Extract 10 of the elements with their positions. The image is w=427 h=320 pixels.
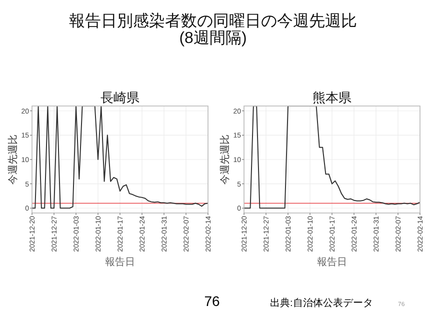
x-axis-title: 報告日 xyxy=(317,256,347,268)
text: 報告日別感染者数の同曜日の今週先週比 xyxy=(69,12,357,30)
source-note: 出典:自治体公表データ xyxy=(270,297,373,309)
text: (8週間隔) xyxy=(179,30,247,47)
y-axis-title: 今週先週比 xyxy=(219,134,231,184)
text: 76 xyxy=(204,293,220,309)
y-axis-title: 今週先週比 xyxy=(7,134,19,184)
chart-title: 熊本県 xyxy=(312,90,352,105)
x-axis-title: 報告日 xyxy=(105,256,135,268)
chart-title: 長崎県 xyxy=(100,90,140,105)
